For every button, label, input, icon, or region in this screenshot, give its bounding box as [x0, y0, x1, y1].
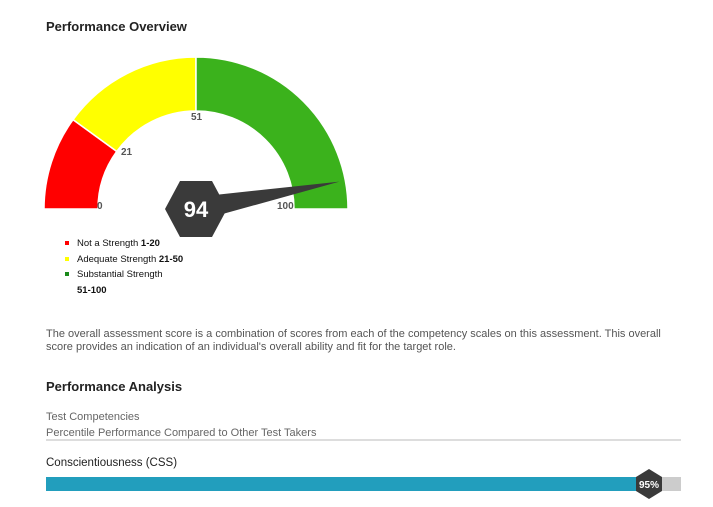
header-divider — [46, 439, 681, 441]
score-description: The overall assessment score is a combin… — [46, 328, 661, 353]
legend-red-marker — [65, 241, 69, 246]
legend-range: 51-100 — [77, 285, 107, 296]
analysis-title: Performance Analysis — [46, 379, 183, 394]
competency-name: Conscientiousness (CSS) — [46, 457, 178, 469]
gauge-segment-2 — [195, 56, 349, 210]
column-header-percentile: Percentile Performance Compared to Other… — [46, 427, 317, 439]
legend-item-substantial-strength: Substantial Strength — [65, 269, 163, 280]
gauge: 0 21 51 100 94 — [43, 56, 349, 237]
overview-title: Performance Overview — [46, 19, 187, 34]
legend-yellow-marker — [65, 257, 69, 262]
legend-range: 1-20 — [140, 238, 160, 249]
legend-green-marker — [65, 272, 69, 277]
gauge-tick-51: 51 — [191, 112, 203, 123]
legend-range: 21-50 — [158, 254, 184, 265]
legend-item-adequate-strength: Adequate Strength 21-50 — [65, 254, 183, 265]
legend-label: Not a Strength — [77, 238, 139, 249]
legend-label: Substantial Strength — [77, 269, 163, 280]
legend-item-not-a-strength: Not a Strength 1-20 — [65, 238, 160, 249]
competency-bar-fill — [46, 477, 650, 491]
gauge-tick-0: 0 — [97, 201, 103, 212]
gauge-value-hexagon — [165, 181, 227, 237]
competency-bar-track — [46, 477, 681, 491]
column-header-competencies: Test Competencies — [46, 411, 140, 423]
gauge-needle — [193, 181, 340, 221]
legend-label: Adequate Strength — [77, 254, 157, 265]
gauge-value: 94 — [184, 197, 209, 222]
gauge-tick-100: 100 — [277, 201, 294, 212]
percentile-label: 95% — [639, 480, 659, 491]
gauge-tick-21: 21 — [121, 147, 133, 158]
percentile-badge: 95% — [636, 469, 663, 499]
